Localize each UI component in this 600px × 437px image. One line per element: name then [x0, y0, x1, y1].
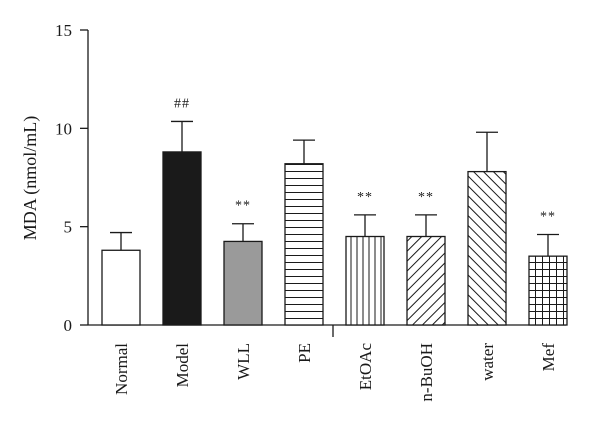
bar-group: ** [345, 190, 385, 326]
bar [467, 170, 507, 326]
bars: ## ** ** ** ** [101, 96, 568, 326]
bar [345, 235, 385, 326]
category-labels: Normal Model WLL PE EtOAc n-BuOH water Mef [112, 343, 558, 402]
significance-annotation: ## [174, 96, 190, 111]
bar-group: ** [223, 199, 263, 326]
bar [162, 151, 202, 326]
bar [284, 163, 324, 326]
significance-annotation: ** [540, 210, 556, 225]
y-tick-label: 0 [64, 316, 73, 335]
bar [223, 240, 263, 326]
bar-group: ** [406, 190, 446, 326]
significance-annotation: ** [235, 199, 251, 214]
bar-group [467, 131, 507, 326]
bar-group: ## [162, 96, 202, 326]
category-label: water [478, 343, 497, 381]
significance-annotation: ** [418, 190, 434, 205]
category-label: Model [173, 343, 192, 388]
y-tick-label: 5 [64, 218, 73, 237]
y-tick-label: 10 [55, 119, 72, 138]
category-label: Normal [112, 343, 131, 395]
y-ticks: 0 5 10 15 [55, 21, 88, 335]
category-label: WLL [234, 343, 253, 380]
y-axis-title: MDA (nmol/mL) [20, 116, 41, 241]
bar [101, 249, 141, 326]
bar [406, 235, 446, 326]
category-label: PE [295, 343, 314, 363]
category-label: EtOAc [356, 343, 375, 391]
bar [528, 255, 568, 326]
y-tick-label: 15 [55, 21, 72, 40]
bar-group [284, 139, 324, 326]
category-label: n-BuOH [417, 343, 436, 402]
significance-annotation: ** [357, 190, 373, 205]
category-label: Mef [539, 343, 558, 372]
bar-group: ** [528, 210, 568, 326]
bar-group [101, 231, 141, 326]
